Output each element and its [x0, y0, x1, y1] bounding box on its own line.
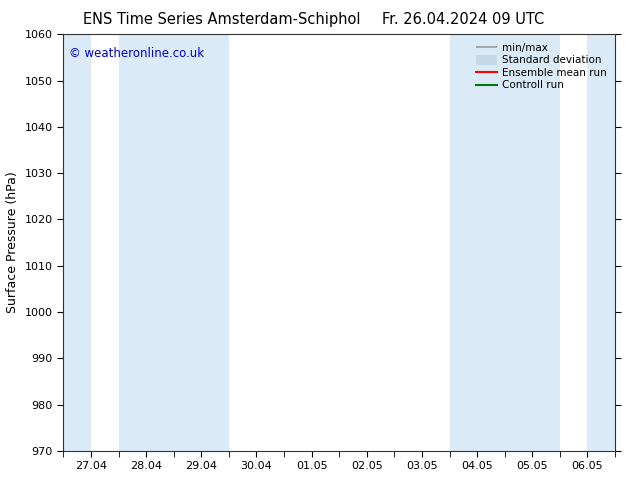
Legend: min/max, Standard deviation, Ensemble mean run, Controll run: min/max, Standard deviation, Ensemble me…	[473, 40, 610, 94]
Text: ENS Time Series Amsterdam-Schiphol: ENS Time Series Amsterdam-Schiphol	[83, 12, 361, 27]
Bar	[63, 34, 91, 451]
Y-axis label: Surface Pressure (hPa): Surface Pressure (hPa)	[6, 172, 19, 314]
Bar	[588, 34, 615, 451]
Text: Fr. 26.04.2024 09 UTC: Fr. 26.04.2024 09 UTC	[382, 12, 544, 27]
Text: © weatheronline.co.uk: © weatheronline.co.uk	[69, 47, 204, 60]
Bar	[174, 34, 229, 451]
Bar	[119, 34, 174, 451]
Bar	[450, 34, 505, 451]
Bar	[505, 34, 560, 451]
